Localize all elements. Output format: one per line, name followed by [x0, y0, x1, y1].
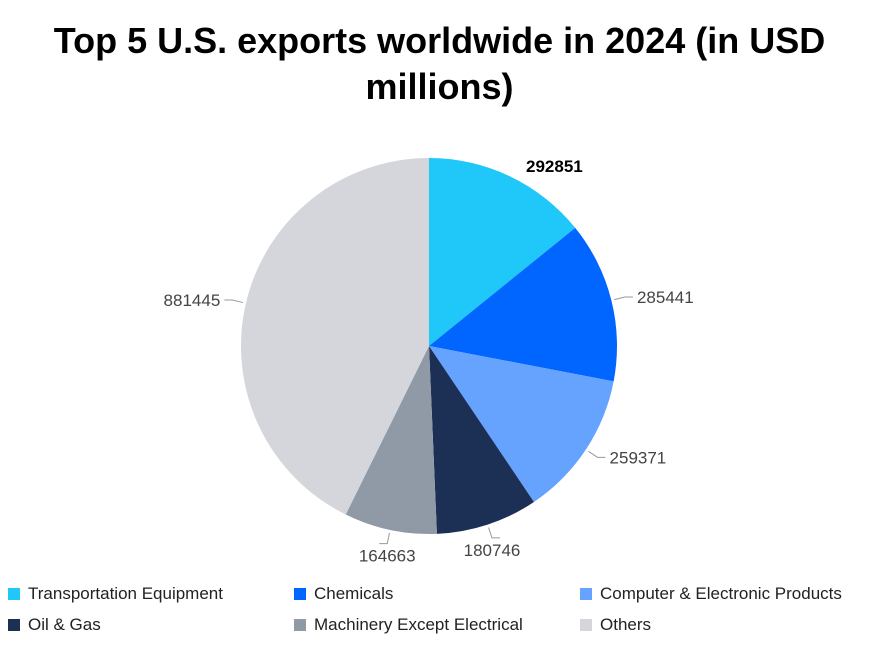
- pie-chart: 292851 285441 259371 180746 164663 881445: [164, 157, 694, 566]
- data-label-4: 164663: [359, 547, 416, 566]
- legend-item: Transportation Equipment: [8, 584, 223, 604]
- pie-slice-1: [429, 227, 617, 382]
- legend-label: Machinery Except Electrical: [314, 615, 523, 634]
- legend-item: Chemicals: [294, 584, 393, 604]
- legend-item: Computer & Electronic Products: [580, 584, 842, 604]
- leader-line-3: [488, 527, 501, 539]
- data-label-0: 292851: [526, 157, 583, 176]
- legend-label: Chemicals: [314, 584, 394, 603]
- pie-slice-0: [429, 158, 576, 346]
- legend-item: Machinery Except Electrical: [294, 615, 523, 635]
- leader-line-5: [224, 299, 244, 304]
- leader-line-1: [614, 296, 633, 301]
- chart-title: Top 5 U.S. exports worldwide in 2024 (in…: [53, 20, 826, 107]
- legend-item: Oil & Gas: [8, 615, 101, 635]
- leader-line-2: [588, 450, 606, 458]
- legend-swatch: [580, 619, 592, 631]
- legend-label: Transportation Equipment: [28, 584, 223, 603]
- data-label-1: 285441: [637, 288, 694, 307]
- pie-slice-5: [240, 158, 429, 515]
- legend-label: Others: [600, 615, 652, 634]
- data-label-5: 881445: [164, 291, 221, 310]
- legend-swatch: [8, 588, 20, 600]
- legend-label: Oil & Gas: [28, 615, 101, 634]
- data-label-2: 259371: [610, 448, 667, 467]
- leader-line-4: [379, 532, 390, 545]
- data-label-3: 180746: [464, 541, 521, 560]
- legend-swatch: [580, 588, 592, 600]
- legend-swatch: [294, 588, 306, 600]
- pie-slice-3: [429, 346, 534, 534]
- legend-swatch: [294, 619, 306, 631]
- legend-label: Computer & Electronic Products: [600, 584, 842, 603]
- legend-swatch: [8, 619, 20, 631]
- pie-slice-2: [429, 346, 614, 502]
- legend-item: Others: [580, 615, 651, 635]
- pie-slice-4: [345, 346, 437, 534]
